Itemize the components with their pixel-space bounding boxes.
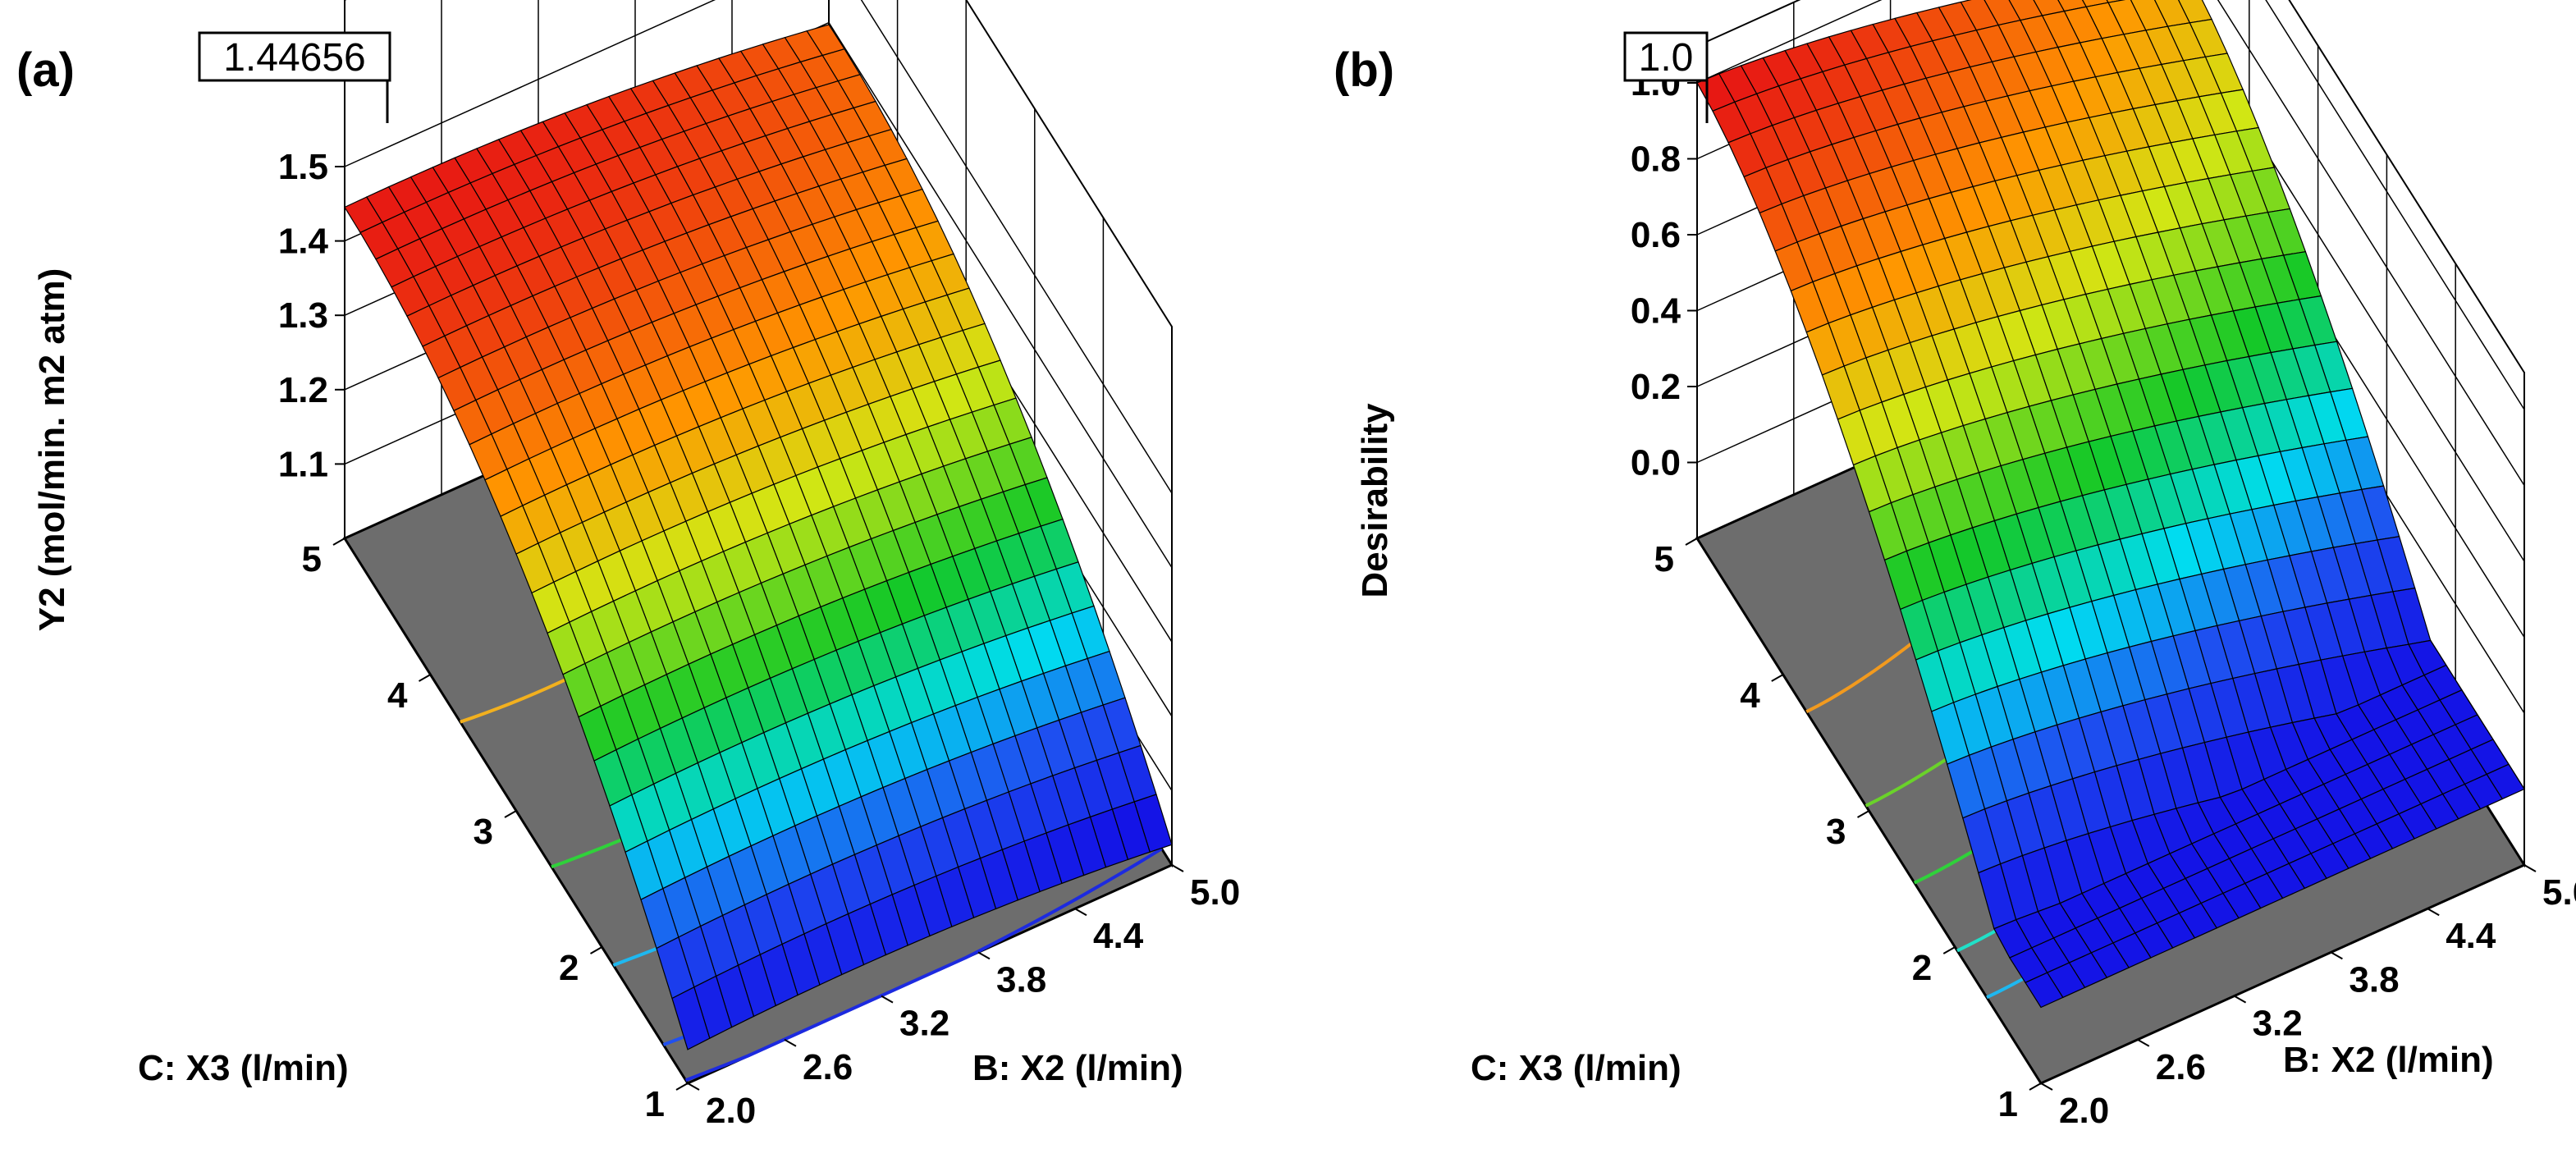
wall-grid-line xyxy=(1696,0,2525,410)
panel-a-surface xyxy=(344,24,1173,1050)
panel-b-max-flag: 1.0 xyxy=(1623,31,1709,123)
y-tick-mark xyxy=(1685,538,1698,546)
panel-a-x-axis-title: B: X2 (l/min) xyxy=(972,1048,1183,1088)
panel-b-x-axis-title: B: X2 (l/min) xyxy=(2283,1040,2494,1080)
x-tick-label: 2.6 xyxy=(2156,1047,2206,1087)
y-tick-mark xyxy=(1771,674,1784,682)
wall-grid-line xyxy=(344,0,1173,494)
panel-b-flag-value: 1.0 xyxy=(1639,36,1694,80)
y-tick-mark xyxy=(332,538,345,546)
z-tick-label: 1.1 xyxy=(278,444,328,484)
y-tick-label: 1 xyxy=(645,1084,665,1124)
panel-a-flag-box xyxy=(198,31,391,82)
y-tick-mark xyxy=(675,1082,689,1091)
x-tick-mark xyxy=(2137,1038,2150,1047)
panel-b-label: (b) xyxy=(1334,43,1394,97)
z-tick-label: 0.2 xyxy=(1631,367,1681,407)
x-tick-mark xyxy=(2040,1082,2053,1091)
x-tick-mark xyxy=(2427,908,2440,917)
y-tick-label: 5 xyxy=(302,539,322,579)
panel-a-flag-value: 1.44656 xyxy=(223,36,366,80)
y-tick-label: 4 xyxy=(1740,675,1760,716)
x-tick-label: 3.8 xyxy=(996,959,1046,1000)
z-tick-label: 0.0 xyxy=(1631,443,1681,483)
x-tick-mark xyxy=(2234,995,2247,1004)
x-tick-mark xyxy=(881,995,894,1004)
z-tick-label: 1.3 xyxy=(278,295,328,336)
panel-a-y-axis-title: C: X3 (l/min) xyxy=(138,1048,349,1088)
panel-b: (b) 0.0 0.2 0.4 0.6 0.8 1.0 2.0 2.6 3.2 3.8 4.4 5.0… xyxy=(1334,0,2576,1131)
x-tick-mark xyxy=(2523,864,2537,872)
panel-a-z-axis-title: Y2 (mol/min. m2 atm) xyxy=(32,268,72,632)
y-tick-mark xyxy=(1942,946,1956,954)
y-tick-mark xyxy=(590,946,602,954)
x-tick-mark xyxy=(1074,908,1087,917)
y-tick-label: 2 xyxy=(559,948,579,988)
panel-a-axes: 1.1 1.2 1.3 1.4 1.5 2.0 2.6 3.2 3.8 4.4 5.0 1 2 3 4 5 xyxy=(278,147,1240,1131)
x-tick-mark xyxy=(977,951,991,960)
z-tick-label: 1.4 xyxy=(278,222,329,262)
y-tick-mark xyxy=(1857,810,1869,818)
z-tick-label: 0.6 xyxy=(1631,215,1681,255)
panel-b-flag-box xyxy=(1623,31,1709,82)
y-tick-label: 3 xyxy=(474,812,493,852)
x-tick-label: 3.2 xyxy=(2253,1004,2303,1044)
y-tick-label: 2 xyxy=(1912,948,1932,988)
y-tick-label: 4 xyxy=(387,675,408,716)
floor-contour-line xyxy=(684,847,1163,1082)
x-tick-label: 3.2 xyxy=(899,1004,949,1044)
x-tick-label: 2.0 xyxy=(2059,1091,2109,1131)
x-tick-label: 5.0 xyxy=(1190,872,1240,913)
x-tick-mark xyxy=(1171,864,1184,872)
panel-b-surface xyxy=(1696,0,2525,1009)
x-tick-mark xyxy=(687,1082,700,1091)
z-tick-label: 1.2 xyxy=(278,370,328,410)
panel-b-axes: 0.00.20.40.60.81.02.02.63.23.84.45.01234… xyxy=(1631,63,2576,1131)
z-tick-label: 0.4 xyxy=(1631,291,1681,332)
x-tick-label: 4.4 xyxy=(1093,916,1144,956)
y-tick-label: 3 xyxy=(1826,812,1846,852)
panel-a-max-flag: 1.44656 xyxy=(198,31,391,123)
y-tick-label: 5 xyxy=(1654,539,1674,579)
surface-cell xyxy=(671,986,711,1050)
z-tick-label: 1.5 xyxy=(278,147,328,187)
x-tick-label: 3.8 xyxy=(2349,959,2399,1000)
surface-cell xyxy=(2025,972,2064,1009)
x-tick-mark xyxy=(784,1038,797,1047)
panel-b-z-axis-title: Desirability xyxy=(1355,403,1395,598)
x-tick-label: 2.6 xyxy=(803,1047,853,1087)
x-tick-label: 5.0 xyxy=(2542,872,2576,913)
panel-a-label: (a) xyxy=(16,43,75,97)
x-tick-mark xyxy=(2330,951,2343,960)
x-tick-label: 2.0 xyxy=(706,1091,756,1131)
y-tick-label: 1 xyxy=(1998,1084,2018,1124)
y-tick-mark xyxy=(504,810,517,818)
panel-a: (a) 1.1 1.2 1.3 1.4 1.5 2.0 2.6 3.2 3.8 4.4 5.0 1 2 3… xyxy=(16,0,1240,1131)
x-tick-label: 4.4 xyxy=(2446,916,2496,956)
y-tick-mark xyxy=(419,674,431,682)
panel-b-y-axis-title: C: X3 (l/min) xyxy=(1471,1048,1681,1088)
y-tick-mark xyxy=(2029,1082,2042,1091)
z-tick-label: 0.8 xyxy=(1631,140,1681,180)
